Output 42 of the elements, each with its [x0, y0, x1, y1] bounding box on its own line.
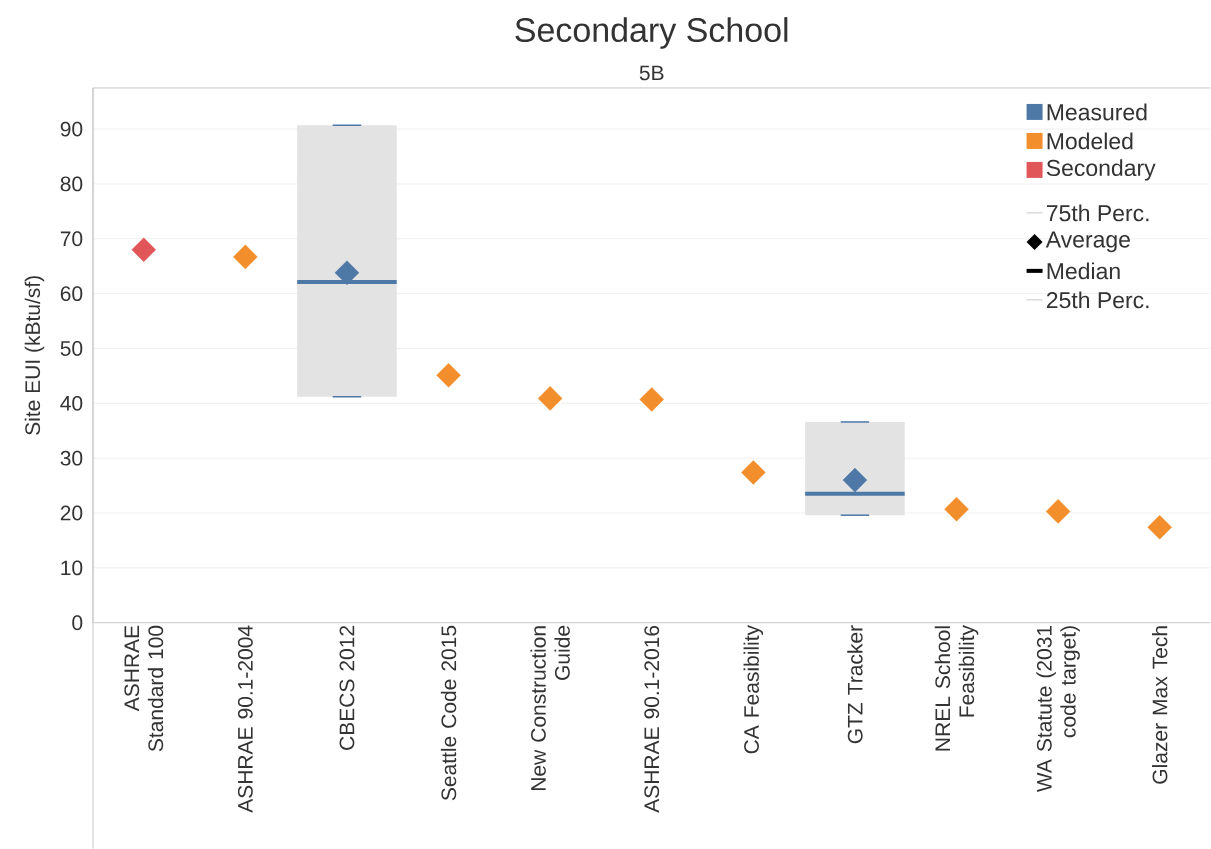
point: [944, 496, 969, 522]
x-tick-label: NREL School Feasibility: [934, 624, 979, 751]
y-tick-label: 40: [60, 395, 83, 411]
y-tick-label: 70: [60, 231, 83, 247]
x-tick-label: CA Feasibility: [743, 624, 764, 754]
y-axis-title: Site EUI (kBtu/sf): [24, 276, 45, 435]
x-tick-label: WA Statute (2031 code target): [1036, 625, 1080, 792]
legend-label: Measured: [1047, 103, 1147, 121]
y-tick-label: 20: [60, 505, 83, 521]
x-tick-label: ASHRAE 90.1-2016: [644, 625, 660, 813]
point: [639, 387, 664, 412]
x-tick-label: New Construction Guide: [530, 625, 570, 790]
x-tick-label: GTZ Tracker: [847, 625, 863, 744]
chart-subtitle: 5B: [639, 65, 664, 81]
legend-label: Secondary: [1046, 159, 1156, 181]
point: [537, 386, 563, 411]
y-tick-label: 60: [60, 286, 83, 301]
x-tick-label: Glazer Max Tech: [1152, 626, 1168, 784]
annotation: Median: [1047, 262, 1120, 280]
point: [233, 244, 258, 270]
legend-label: Modeled: [1047, 132, 1133, 150]
point: [131, 237, 156, 262]
y-tick-label: 50: [60, 340, 83, 356]
y-tick-label: 10: [61, 560, 83, 576]
annotation: 75th Perc.: [1046, 204, 1149, 222]
y-tick-label: 0: [72, 615, 83, 631]
point: [334, 260, 360, 285]
point: [741, 460, 766, 485]
x-tick-label: ASHRAE 90.1-2004: [237, 625, 253, 813]
x-tick-label: CBECS 2012: [339, 625, 355, 750]
chart-title: Secondary School: [515, 17, 788, 49]
point: [1045, 499, 1071, 524]
point: [842, 467, 868, 493]
point: [436, 363, 461, 388]
y-tick-label: 30: [60, 450, 83, 466]
x-tick-label: Seattle Code 2015: [440, 625, 457, 801]
annotation: 25th Perc.: [1046, 291, 1149, 309]
annotation: Average: [1045, 231, 1130, 253]
y-tick-label: 80: [60, 176, 83, 192]
y-tick-label: 90: [60, 121, 83, 137]
x-tick-label: ASHRAE Standard 100: [124, 625, 164, 752]
point: [1147, 515, 1172, 540]
